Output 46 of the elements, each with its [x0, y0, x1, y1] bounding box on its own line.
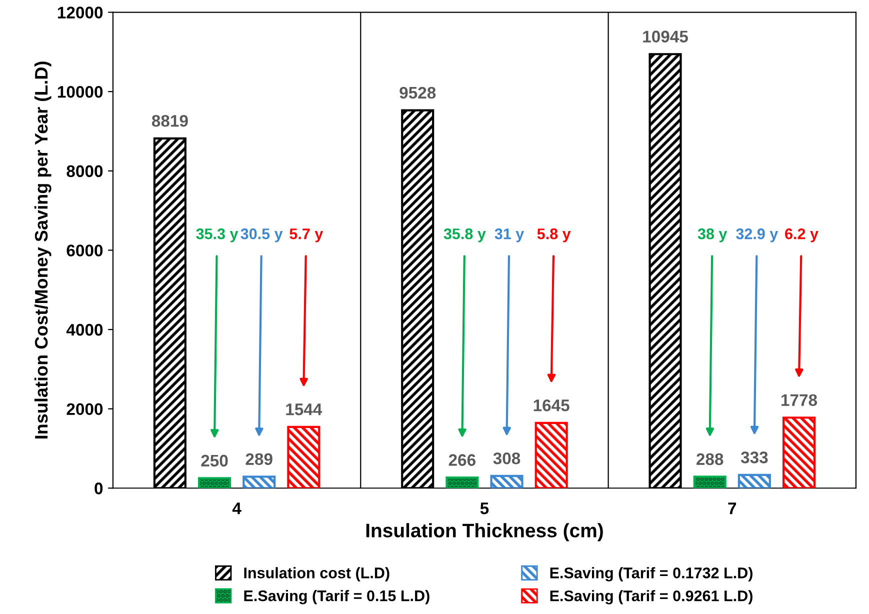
data-label: 333 [740, 451, 768, 464]
legend-label: E.Saving (Tarif = 0.1732 L.D) [550, 567, 752, 582]
y-axis-title: Insulation Cost/Money Saving per Year (L.D) [34, 62, 52, 438]
annotation: 5.8 y [537, 228, 571, 242]
annotation: 35.3 y [196, 228, 238, 242]
annotation: 32.9 y [736, 228, 778, 242]
y-tick-label: 2000 [66, 403, 103, 416]
data-label: 10945 [643, 30, 688, 42]
data-label: 288 [696, 453, 724, 466]
data-label: 1778 [782, 394, 818, 406]
annotation: 5.7 y [290, 228, 324, 242]
y-tick-label: 10000 [58, 86, 103, 98]
data-label: 250 [201, 454, 228, 467]
annotation: 31 y [494, 228, 524, 242]
bar [782, 416, 816, 488]
data-label: 8819 [152, 114, 188, 127]
bar [738, 474, 771, 488]
legend-label: E.Saving (Tarif = 0.9261 L.D) [550, 590, 752, 604]
data-label: 289 [246, 453, 272, 466]
bar [198, 477, 232, 488]
y-tick-label: 0 [94, 482, 103, 494]
data-label: 9528 [400, 86, 436, 99]
x-tick-label: 7 [728, 502, 736, 514]
bar [693, 476, 726, 488]
bar [287, 426, 320, 488]
annotation: 35.8 y [444, 228, 486, 242]
bar [490, 474, 524, 488]
annotation: 6.2 y [785, 228, 818, 242]
legend-label: E.Saving (Tarif = 0.15 L.D) [244, 590, 430, 604]
y-tick-label: 6000 [66, 244, 103, 256]
data-label: 308 [493, 452, 520, 464]
y-tick-label: 12000 [58, 6, 103, 18]
annotation: 30.5 y [240, 228, 283, 242]
legend-label: Insulation cost (L.D) [244, 567, 390, 582]
bar [534, 422, 568, 488]
x-axis-title: Insulation Thickness (cm) [366, 523, 603, 542]
data-label: 1544 [286, 404, 322, 416]
bar [242, 476, 276, 488]
x-tick-label: 5 [480, 502, 489, 514]
x-tick-label: 4 [232, 502, 242, 514]
annotation: 38 y [698, 228, 728, 242]
bar [446, 476, 479, 488]
data-label: 1645 [534, 399, 570, 412]
y-tick-label: 4000 [66, 324, 103, 336]
data-label: 266 [448, 454, 476, 466]
y-tick-label: 8000 [66, 165, 103, 178]
